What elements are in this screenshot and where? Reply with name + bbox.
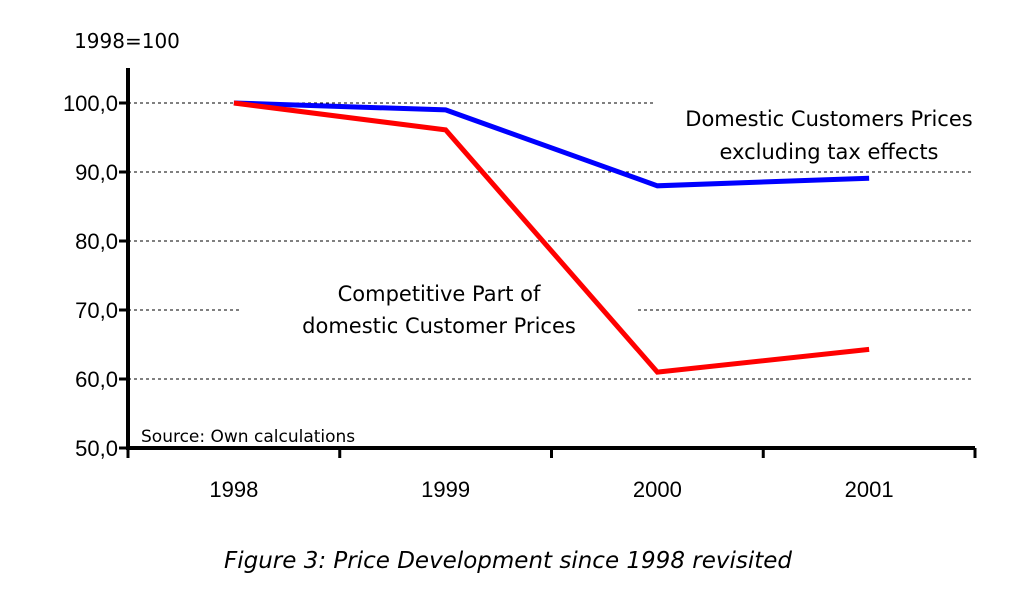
y-tick-labels: 50,0 60,0 70,0 80,0 90,0 100,0 [63, 91, 118, 461]
y-tick-label: 50,0 [75, 436, 118, 461]
x-tick-label: 2001 [845, 477, 894, 502]
x-tick-labels: 1998 1999 2000 2001 [209, 477, 893, 502]
y-tick-label: 90,0 [75, 160, 118, 185]
y-tick-label: 80,0 [75, 229, 118, 254]
series-label-blue-line1: Domestic Customers Prices [685, 107, 972, 131]
source-note: Source: Own calculations [141, 427, 355, 447]
x-tick-label: 2000 [633, 477, 682, 502]
y-tick-label: 100,0 [63, 91, 118, 116]
label-background-red [240, 277, 638, 343]
series-label-red-line2: domestic Customer Prices [302, 314, 576, 338]
y-tick-label: 60,0 [75, 367, 118, 392]
label-backgrounds [240, 95, 1003, 343]
x-tick-label: 1999 [421, 477, 470, 502]
series-line-competitive-part [233, 100, 870, 375]
series-lines [233, 100, 870, 375]
axes [119, 68, 977, 458]
x-tick-label: 1998 [209, 477, 258, 502]
y-tick-label: 70,0 [75, 298, 118, 323]
label-background-blue [653, 95, 1003, 165]
series-label-blue-line2: excluding tax effects [719, 140, 938, 164]
figure-caption: Figure 3: Price Development since 1998 r… [224, 548, 792, 574]
y-unit-label: 1998=100 [74, 29, 180, 53]
series-line-domestic-prices [233, 100, 870, 189]
series-label-red-line1: Competitive Part of [338, 282, 541, 306]
